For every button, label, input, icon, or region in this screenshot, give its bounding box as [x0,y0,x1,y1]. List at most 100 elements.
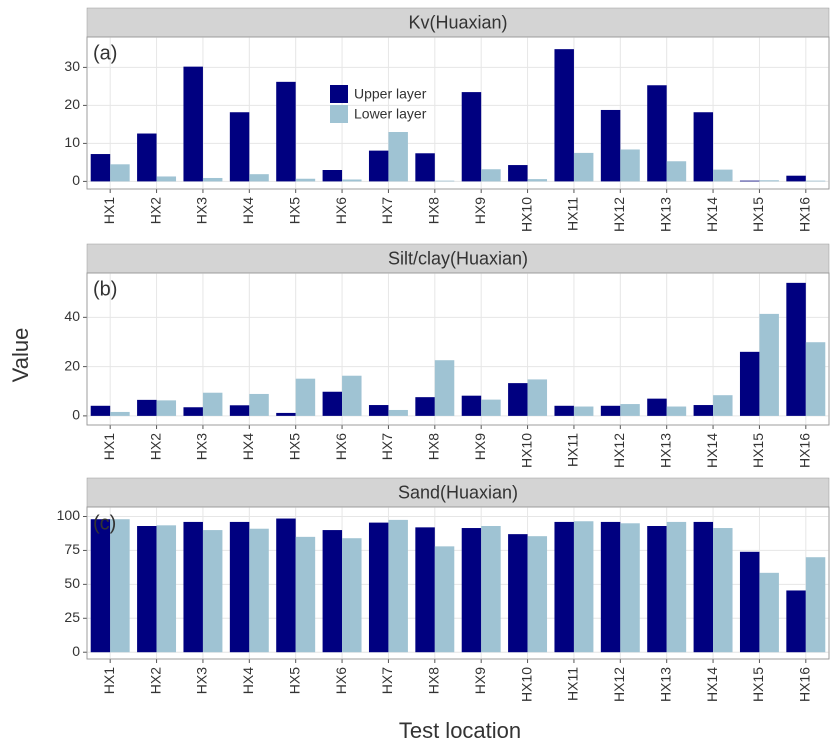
x-tick-label: HX14 [704,667,720,702]
x-tick-label: HX7 [379,433,395,460]
x-axis-label: Test location [399,718,521,743]
bar [759,180,779,182]
bar [620,404,640,416]
bar [415,397,435,416]
legend-swatch [330,105,348,123]
panel-title: Silt/clay(Huaxian) [388,248,528,268]
bar [434,180,455,182]
bar [368,522,389,653]
bar [527,379,548,416]
x-tick-label: HX13 [657,433,673,468]
panel-annotation: (a) [93,42,117,64]
bar [342,179,362,182]
bar [739,180,760,182]
bar [693,112,714,182]
legend-swatch [330,85,348,103]
x-tick-label: HX2 [147,197,163,224]
x-tick-label: HX12 [611,197,627,232]
bar [110,519,130,653]
bar [156,176,177,182]
bar [90,154,111,182]
y-tick-label: 20 [64,96,80,112]
x-tick-label: HX16 [797,667,813,702]
bar [295,378,316,416]
legend-label: Upper layer [354,86,427,102]
bar [786,175,806,182]
strip [86,477,830,508]
x-tick-label: HX1 [101,667,117,694]
bar [647,398,667,416]
x-tick-label: HX6 [333,197,349,224]
x-tick-label: HX3 [194,433,210,460]
x-tick-label: HX11 [565,197,581,231]
bar [183,66,203,182]
bar [508,383,528,416]
bar [461,528,482,653]
x-tick-label: HX9 [472,433,488,460]
x-tick-label: HX2 [147,667,163,694]
bar [229,521,250,653]
y-axis-label: Value [8,328,33,383]
bar [739,351,760,416]
x-tick-label: HX3 [194,667,210,694]
x-tick-label: HX15 [750,433,766,468]
x-tick-label: HX14 [704,197,720,232]
bar [647,526,667,653]
x-tick-label: HX12 [611,667,627,702]
bar [600,521,621,653]
bar [322,170,343,182]
bar [554,521,574,653]
bar [229,112,250,182]
bar [713,395,733,416]
y-tick-label: 25 [64,609,80,625]
bar [600,109,621,182]
bar [554,405,574,416]
bar [527,536,548,653]
bar [620,149,640,182]
x-tick-label: HX13 [657,197,673,232]
bar [229,405,250,416]
bar [713,169,733,182]
x-tick-label: HX14 [704,433,720,468]
bar [481,169,501,182]
panel-title: Kv(Huaxian) [408,12,507,32]
bar [693,405,714,416]
bar [202,530,223,653]
bar [342,375,362,416]
x-tick-label: HX8 [426,667,442,694]
strip [86,7,830,38]
bar [322,391,343,416]
bar [110,411,130,416]
bar [647,85,667,182]
x-tick-label: HX9 [472,197,488,224]
bar [90,519,111,653]
bar [666,161,687,182]
strip [86,243,830,274]
x-tick-label: HX8 [426,197,442,224]
x-tick-label: HX10 [518,197,534,232]
x-tick-label: HX7 [379,197,395,224]
x-tick-label: HX10 [518,667,534,702]
bar [481,399,501,416]
y-tick-label: 75 [64,541,80,557]
panel-title: Sand(Huaxian) [398,482,518,502]
x-tick-label: HX5 [286,433,302,460]
x-tick-label: HX15 [750,667,766,702]
bar [461,395,482,416]
y-tick-label: 100 [57,507,81,523]
y-tick-label: 0 [72,407,80,423]
bar [434,360,455,416]
y-tick-label: 40 [64,308,80,324]
bar [368,150,389,182]
bar [805,557,826,653]
x-tick-label: HX9 [472,667,488,694]
x-tick-label: HX6 [333,433,349,460]
bar [693,521,714,653]
x-tick-label: HX6 [333,667,349,694]
bar [388,519,408,653]
bar [666,406,687,416]
bar [322,530,343,653]
bar [620,523,640,653]
bar [786,282,806,416]
panel-annotation: (b) [93,278,117,300]
